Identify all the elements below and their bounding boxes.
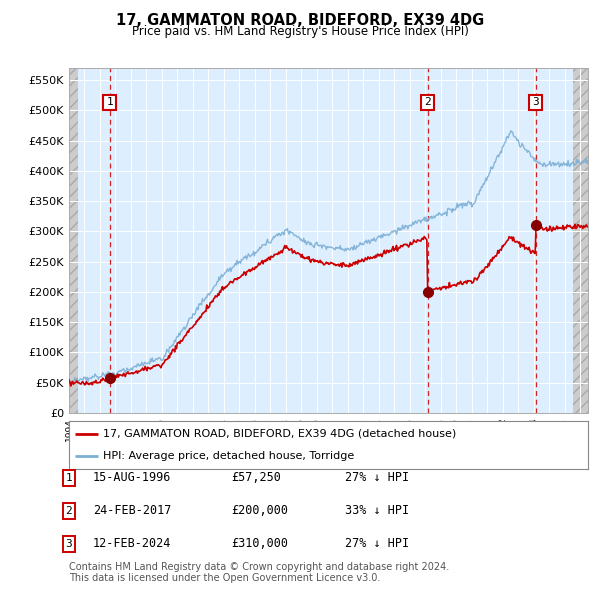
Text: £57,250: £57,250 — [231, 471, 281, 484]
Text: 3: 3 — [532, 97, 539, 107]
Text: 24-FEB-2017: 24-FEB-2017 — [93, 504, 172, 517]
Text: 33% ↓ HPI: 33% ↓ HPI — [345, 504, 409, 517]
Text: 1: 1 — [106, 97, 113, 107]
Text: Price paid vs. HM Land Registry's House Price Index (HPI): Price paid vs. HM Land Registry's House … — [131, 25, 469, 38]
Text: This data is licensed under the Open Government Licence v3.0.: This data is licensed under the Open Gov… — [69, 573, 380, 583]
Text: Contains HM Land Registry data © Crown copyright and database right 2024.: Contains HM Land Registry data © Crown c… — [69, 562, 449, 572]
Text: 17, GAMMATON ROAD, BIDEFORD, EX39 4DG: 17, GAMMATON ROAD, BIDEFORD, EX39 4DG — [116, 13, 484, 28]
Bar — [572, 68, 600, 413]
Text: 15-AUG-1996: 15-AUG-1996 — [93, 471, 172, 484]
Text: 1: 1 — [65, 473, 73, 483]
Text: 17, GAMMATON ROAD, BIDEFORD, EX39 4DG (detached house): 17, GAMMATON ROAD, BIDEFORD, EX39 4DG (d… — [103, 429, 456, 439]
Bar — [69, 68, 78, 413]
Text: HPI: Average price, detached house, Torridge: HPI: Average price, detached house, Torr… — [103, 451, 354, 461]
Text: 2: 2 — [65, 506, 73, 516]
Text: 12-FEB-2024: 12-FEB-2024 — [93, 537, 172, 550]
Text: £310,000: £310,000 — [231, 537, 288, 550]
Text: 2: 2 — [424, 97, 431, 107]
Text: £200,000: £200,000 — [231, 504, 288, 517]
Text: 27% ↓ HPI: 27% ↓ HPI — [345, 471, 409, 484]
Text: 27% ↓ HPI: 27% ↓ HPI — [345, 537, 409, 550]
Text: 3: 3 — [65, 539, 73, 549]
